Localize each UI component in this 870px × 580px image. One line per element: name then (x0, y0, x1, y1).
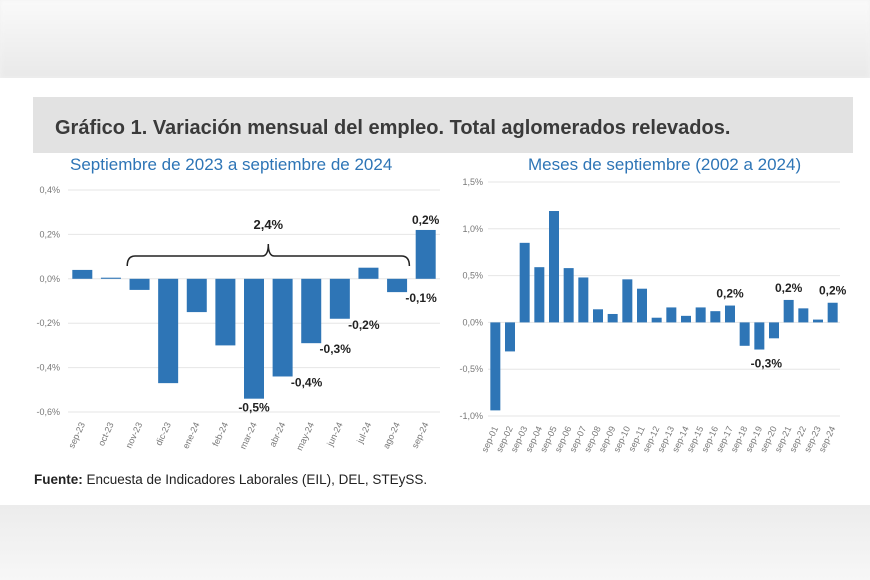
bar-jun-24 (329, 278, 350, 319)
y-tick-label: 1,5% (462, 177, 483, 187)
data-label: -0,4% (291, 375, 323, 389)
y-tick-label: 0,5% (462, 271, 483, 281)
y-tick-label: 1,0% (462, 224, 483, 234)
data-label: 0,2% (716, 287, 744, 301)
bar-may-24 (301, 278, 322, 344)
x-tick-label: abr-24 (267, 421, 287, 449)
bar-sep-23 (72, 269, 93, 279)
bar-sep-22 (798, 308, 809, 323)
y-tick-label: -0,4% (36, 363, 60, 373)
bar-sep-01 (490, 322, 501, 411)
x-tick-label: feb-24 (210, 421, 230, 448)
bar-sep-16 (710, 311, 721, 323)
bar-sep-06 (563, 268, 574, 323)
bar-sep-14 (681, 315, 691, 323)
bar-sep-20 (769, 322, 779, 339)
x-tick-label: mar-24 (238, 421, 259, 451)
bar-sep-18 (739, 322, 750, 346)
data-label: 0,2% (412, 213, 440, 227)
bar-ene-24 (186, 278, 207, 313)
left-chart-title: Septiembre de 2023 a septiembre de 2024 (70, 155, 393, 174)
blurred-footer (0, 505, 870, 580)
x-tick-label: sep-24 (410, 421, 431, 450)
bar-sep-23 (813, 319, 823, 323)
data-label: 0,2% (775, 281, 803, 295)
bar-abr-24 (272, 278, 293, 377)
y-tick-label: -0,5% (459, 364, 483, 374)
bar-feb-24 (215, 278, 236, 346)
bar-dic-23 (158, 278, 179, 384)
data-label: -0,3% (751, 357, 783, 371)
bar-sep-12 (651, 317, 662, 323)
y-tick-label: -0,2% (36, 318, 60, 328)
bar-sep-24 (415, 229, 436, 279)
x-tick-label: oct-23 (96, 421, 116, 448)
figure-title: Gráfico 1. Variación mensual del empleo.… (55, 117, 731, 139)
source-note: Fuente: Encuesta de Indicadores Laborale… (34, 472, 427, 487)
bar-sep-07 (578, 277, 589, 323)
bar-sep-24 (827, 302, 838, 323)
bar-mar-24 (244, 278, 264, 399)
data-label: -0,1% (405, 291, 437, 305)
bar-sep-17 (725, 305, 735, 323)
bar-sep-13 (666, 307, 677, 323)
bar-oct-23 (100, 277, 121, 279)
data-label: 0,2% (819, 284, 847, 298)
bar-sep-02 (505, 322, 515, 352)
bar-sep-15 (695, 307, 706, 323)
x-tick-label: jun-24 (325, 421, 345, 449)
bar-sep-09 (607, 313, 618, 323)
y-tick-label: 0,4% (39, 185, 60, 195)
y-tick-label: 0,0% (462, 317, 483, 327)
y-tick-label: -1,0% (459, 411, 483, 421)
bar-sep-04 (534, 267, 545, 323)
bracket-annotation (126, 243, 411, 267)
x-tick-label: sep-23 (66, 421, 87, 450)
right-chart-title: Meses de septiembre (2002 a 2024) (528, 155, 802, 174)
source-text: Encuesta de Indicadores Laborales (EIL),… (82, 472, 428, 487)
bar-sep-05 (549, 211, 559, 323)
data-label: -0,5% (238, 401, 270, 415)
x-tick-label: ene-24 (181, 421, 202, 451)
bar-nov-23 (129, 278, 150, 290)
bar-sep-21 (783, 299, 794, 323)
x-tick-label: jul-24 (354, 421, 373, 446)
blurred-header (0, 0, 870, 78)
bar-sep-03 (519, 242, 530, 323)
y-tick-label: -0,6% (36, 407, 60, 417)
bar-sep-11 (637, 288, 647, 323)
bar-ago-24 (387, 278, 408, 293)
x-tick-label: ago-24 (381, 421, 402, 451)
data-label: -0,2% (348, 318, 380, 332)
bar-jul-24 (358, 267, 379, 279)
annotation-label: 2,4% (253, 217, 283, 232)
y-tick-label: 0,2% (39, 229, 60, 239)
data-label: -0,3% (320, 342, 352, 356)
bar-sep-19 (754, 322, 765, 350)
x-tick-label: dic-23 (154, 421, 173, 447)
title-bar (33, 97, 853, 153)
source-label: Fuente: (34, 472, 83, 487)
x-tick-label: may-24 (294, 421, 316, 452)
bar-sep-08 (593, 309, 603, 323)
y-tick-label: 0,0% (39, 274, 60, 284)
x-tick-label: nov-23 (124, 421, 145, 450)
bar-sep-10 (622, 279, 633, 323)
